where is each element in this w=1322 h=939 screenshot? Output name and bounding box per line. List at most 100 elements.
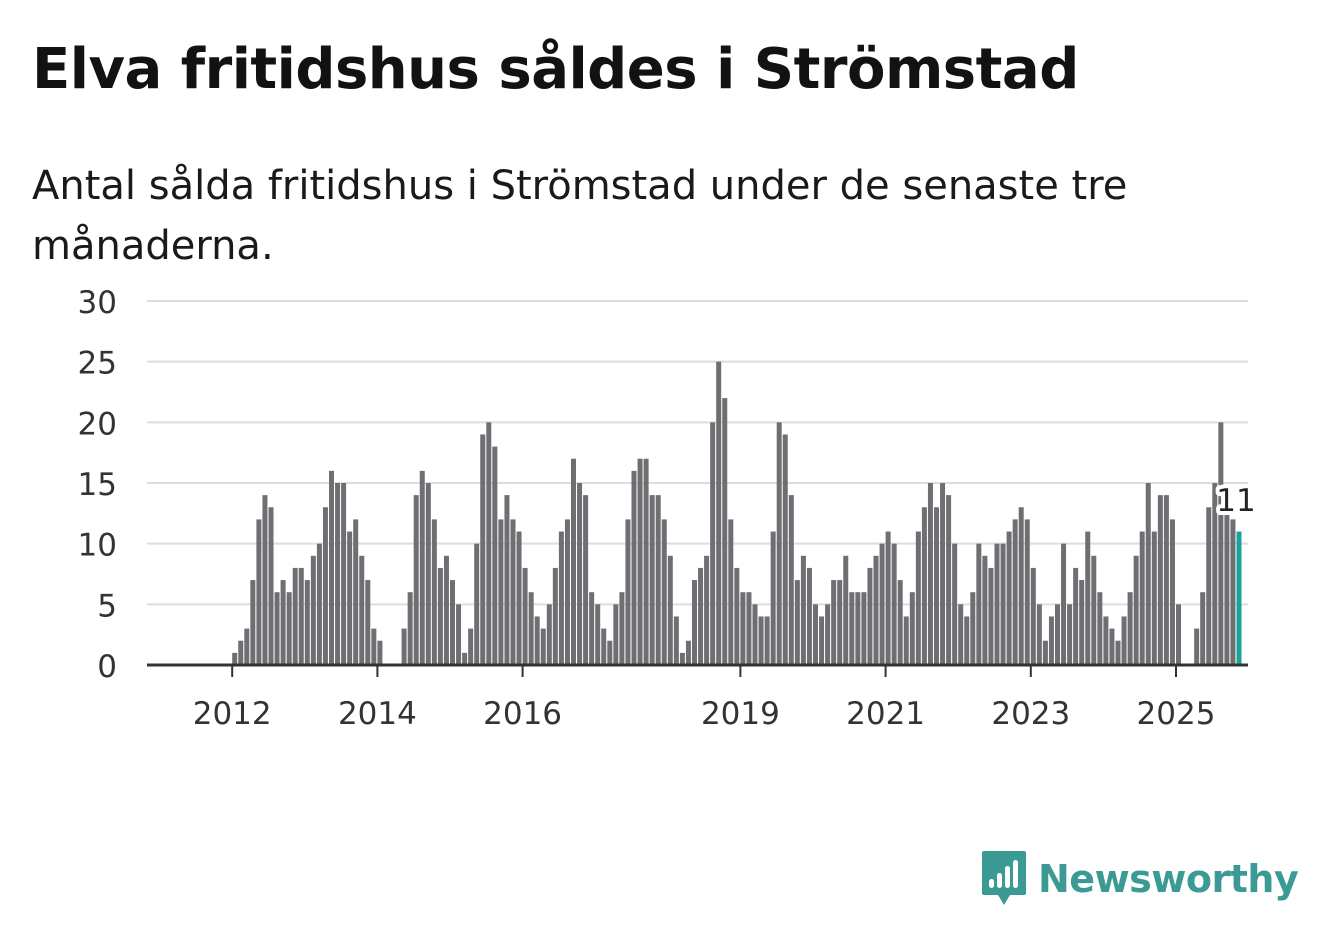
bar — [915, 531, 921, 665]
bar — [1115, 640, 1121, 665]
bar — [232, 652, 238, 665]
bar — [571, 458, 576, 665]
bar — [873, 555, 879, 665]
bar — [661, 519, 667, 665]
bar — [855, 592, 861, 665]
bar — [637, 458, 643, 665]
bar — [462, 652, 468, 665]
chart-title: Elva fritidshus såldes i Strömstad — [32, 37, 1079, 102]
bar — [964, 616, 970, 665]
bar — [788, 495, 794, 665]
bar — [329, 470, 334, 665]
bar — [558, 531, 564, 665]
bar — [589, 592, 595, 665]
bar — [825, 604, 831, 665]
bar — [413, 495, 419, 665]
bar — [1218, 422, 1224, 665]
bar — [655, 495, 661, 665]
bar — [982, 555, 988, 665]
bar — [976, 543, 982, 665]
bar — [577, 483, 583, 665]
y-tick-label: 0 — [97, 649, 117, 685]
y-tick-label: 15 — [78, 467, 117, 503]
bar — [492, 446, 498, 665]
bar — [298, 567, 304, 665]
bar — [613, 604, 619, 665]
bar — [274, 592, 280, 665]
bar — [1206, 507, 1212, 665]
bar — [698, 567, 704, 665]
bar — [885, 531, 891, 665]
bar — [867, 567, 873, 665]
bar — [540, 628, 546, 665]
bar — [304, 580, 310, 665]
bar — [341, 483, 347, 665]
bar — [474, 543, 480, 665]
chart-subtitle: Antal sålda fritidshus i Strömstad under… — [32, 163, 1128, 269]
x-tick-label: 2025 — [1137, 696, 1216, 732]
bar — [1061, 543, 1067, 665]
bar — [740, 592, 746, 665]
bar — [564, 519, 570, 665]
bar — [988, 567, 994, 665]
bar — [1079, 580, 1085, 665]
bar — [262, 495, 268, 665]
bar — [1103, 616, 1109, 665]
bar — [782, 434, 788, 665]
bar — [921, 507, 927, 665]
bar — [1109, 628, 1115, 665]
bar — [486, 422, 492, 665]
bar — [480, 434, 486, 665]
bar — [631, 470, 637, 665]
bar — [800, 555, 806, 665]
bar — [371, 628, 377, 665]
bar — [734, 567, 740, 665]
newsworthy-logo: Newsworthy — [980, 849, 1299, 909]
bar — [498, 519, 504, 665]
bar — [310, 555, 316, 665]
bar — [286, 592, 292, 665]
bar — [1018, 507, 1024, 665]
bar — [903, 616, 909, 665]
bar — [1151, 531, 1157, 665]
bar — [1139, 531, 1145, 665]
bar — [643, 458, 649, 665]
bar — [1067, 604, 1073, 665]
newsworthy-logo-text: Newsworthy — [1038, 857, 1299, 901]
bar — [322, 507, 328, 665]
bar — [468, 628, 474, 665]
bar — [625, 519, 631, 665]
bar — [891, 543, 897, 665]
bar — [704, 555, 710, 665]
bar — [244, 628, 250, 665]
newsworthy-logo-icon — [982, 851, 1026, 905]
bar — [897, 580, 903, 665]
bar — [940, 483, 946, 665]
bar — [1073, 567, 1079, 665]
y-tick-label: 20 — [78, 406, 117, 442]
bar — [1121, 616, 1127, 665]
bar — [1006, 531, 1012, 665]
bar — [685, 640, 691, 665]
bar — [425, 483, 431, 665]
x-tick-label: 2016 — [483, 696, 562, 732]
bar — [758, 616, 764, 665]
bar — [927, 483, 933, 665]
bar — [534, 616, 540, 665]
bar — [1055, 604, 1060, 665]
bar — [1085, 531, 1091, 665]
bar — [831, 580, 837, 665]
y-tick-label: 5 — [97, 588, 117, 624]
bar — [1157, 495, 1163, 665]
y-tick-label: 10 — [78, 528, 117, 564]
bar — [770, 531, 776, 665]
bar — [510, 519, 516, 665]
bar — [250, 580, 256, 665]
bar — [316, 543, 322, 665]
bar-layer — [232, 361, 1242, 665]
bar — [292, 567, 298, 665]
bar — [1145, 483, 1151, 665]
bar — [347, 531, 353, 665]
